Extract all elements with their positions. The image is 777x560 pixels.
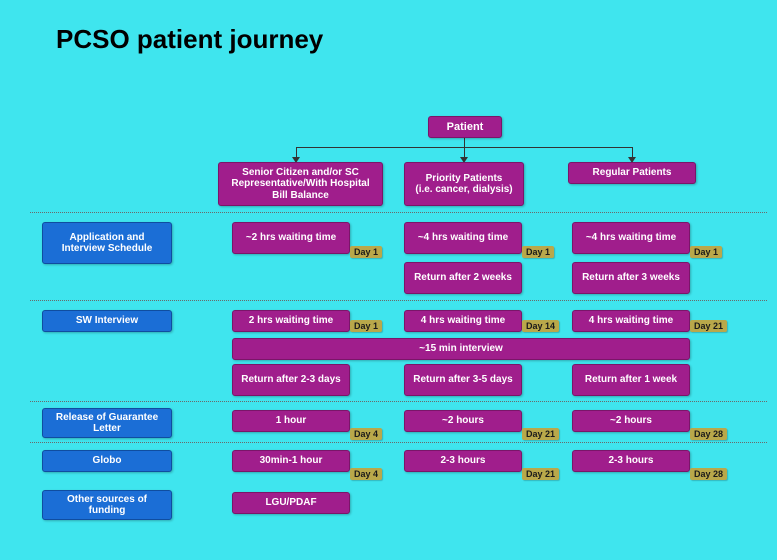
t-r3c3: Day 28 [690,428,727,440]
r1c1: ~2 hrs waiting time [232,222,350,254]
t-r3c1: Day 4 [350,428,382,440]
row2-label: SW Interview [42,310,172,332]
r2c2: 4 hrs waiting time [404,310,522,332]
col1-header: Senior Citizen and/or SC Representative/… [218,162,383,206]
section-divider [30,212,767,213]
patient-node: Patient [428,116,502,138]
t-r1c3: Day 1 [690,246,722,258]
col2-header: Priority Patients(i.e. cancer, dialysis) [404,162,524,206]
r1c2b: Return after 2 weeks [404,262,522,294]
r2c1: 2 hrs waiting time [232,310,350,332]
r5c1: LGU/PDAF [232,492,350,514]
t-r4c2: Day 21 [522,468,559,480]
r4c2: 2-3 hours [404,450,522,472]
t-r4c3: Day 28 [690,468,727,480]
t-r3c2: Day 21 [522,428,559,440]
col3-header: Regular Patients [568,162,696,184]
r2c1b: Return after 2-3 days [232,364,350,396]
t-r2c1: Day 1 [350,320,382,332]
connector-line [464,147,465,157]
connector-line [296,147,297,157]
section-divider [30,401,767,402]
connector-line [464,137,465,147]
r2c3b: Return after 1 week [572,364,690,396]
row1-label: Application and Interview Schedule [42,222,172,264]
r2c3: 4 hrs waiting time [572,310,690,332]
t-r4c1: Day 4 [350,468,382,480]
r3c3: ~2 hours [572,410,690,432]
t-r2c3: Day 21 [690,320,727,332]
r1c3: ~4 hrs waiting time [572,222,690,254]
section-divider [30,442,767,443]
r1c2: ~4 hrs waiting time [404,222,522,254]
r3c2: ~2 hours [404,410,522,432]
section-divider [30,300,767,301]
t-r1c1: Day 1 [350,246,382,258]
r1c3b: Return after 3 weeks [572,262,690,294]
t-r2c2: Day 14 [522,320,559,332]
connector-line [632,147,633,157]
page-title: PCSO patient journey [56,24,323,55]
r2c2b: Return after 3-5 days [404,364,522,396]
r4c1: 30min-1 hour [232,450,350,472]
t-r1c2: Day 1 [522,246,554,258]
row4-label: Globo [42,450,172,472]
r2-span: ~15 min interview [232,338,690,360]
r3c1: 1 hour [232,410,350,432]
r4c3: 2-3 hours [572,450,690,472]
row3-label: Release of Guarantee Letter [42,408,172,438]
row5-label: Other sources of funding [42,490,172,520]
